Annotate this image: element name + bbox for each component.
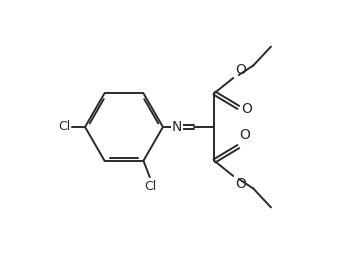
Text: O: O — [241, 102, 252, 116]
Text: Cl: Cl — [59, 120, 71, 134]
Text: N: N — [172, 120, 182, 134]
Text: O: O — [235, 177, 246, 191]
Text: O: O — [235, 63, 246, 77]
Text: O: O — [240, 128, 250, 142]
Text: Cl: Cl — [144, 180, 156, 193]
